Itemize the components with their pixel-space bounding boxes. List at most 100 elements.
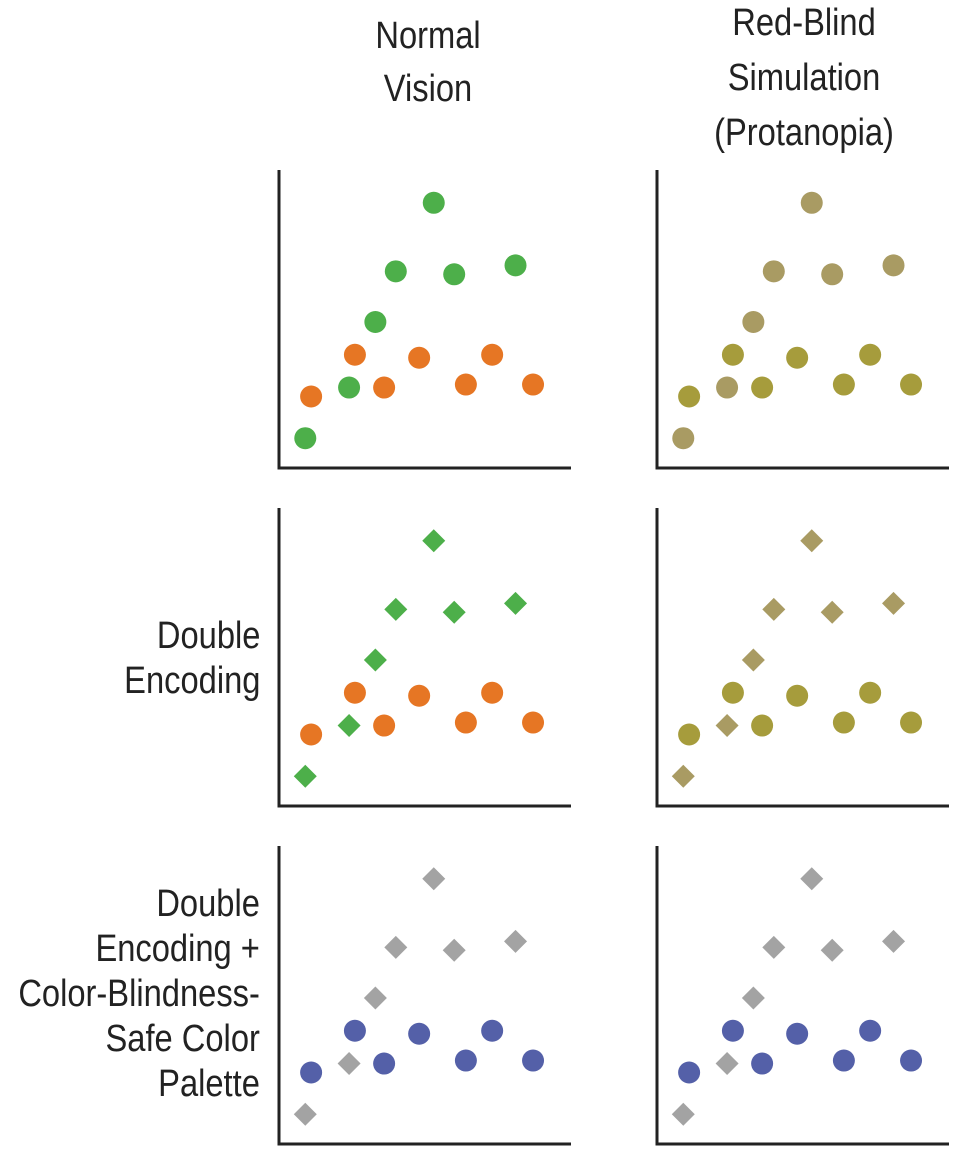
point-group-b-circle (343, 343, 366, 366)
axis-lines (655, 846, 949, 1146)
point-group-a-diamond (715, 714, 739, 738)
point-group-b-circle (373, 714, 396, 737)
scatter-panel-r2-c1 (655, 846, 949, 1146)
point-group-b-circle (408, 1022, 431, 1045)
point-group-b-circle (721, 1019, 744, 1042)
point-group-a-circle (716, 376, 739, 399)
point-group-b-circle (786, 1022, 809, 1045)
point-group-a-circle (882, 254, 905, 277)
point-group-a-circle (364, 310, 387, 333)
point-group-b-circle (859, 343, 882, 366)
row-title-double-encoding: Double Encoding (124, 614, 260, 704)
point-group-a-diamond (337, 1052, 361, 1076)
point-group-b-circle (522, 1049, 545, 1072)
point-group-b-circle (343, 681, 366, 704)
point-group-b-circle (300, 1061, 323, 1084)
point-group-a-diamond (741, 648, 765, 672)
point-group-a-circle (384, 260, 407, 283)
axis-lines (277, 170, 571, 470)
point-group-b-circle (522, 711, 545, 734)
column-title-line: Vision (383, 68, 473, 110)
column-title-red-blind-simulation: Red-Blind Simulation (Protanopia) (692, 0, 916, 161)
point-group-b-circle (408, 684, 431, 707)
row-title-line: Encoding (123, 660, 260, 702)
point-group-a-diamond (741, 986, 765, 1010)
point-group-a-diamond (442, 600, 466, 624)
point-group-a-diamond (504, 929, 528, 953)
axis-lines (655, 508, 949, 808)
point-group-b-circle (454, 711, 477, 734)
point-group-a-circle (742, 310, 765, 333)
point-group-a-diamond (363, 648, 387, 672)
scatter-panel-r0-c1 (655, 170, 949, 470)
point-group-b-circle (678, 385, 701, 408)
point-group-a-diamond (820, 938, 844, 962)
column-title-line: Normal (375, 15, 481, 57)
scatter-panel-r2-c0 (277, 846, 571, 1146)
point-group-a-circle (504, 254, 527, 277)
point-group-b-circle (481, 681, 504, 704)
scatter-panel-r1-c1 (655, 508, 949, 808)
point-group-b-circle (786, 346, 809, 369)
point-group-b-circle (786, 684, 809, 707)
point-group-a-circle (338, 376, 361, 399)
point-group-a-diamond (384, 935, 408, 959)
point-group-b-circle (832, 373, 855, 396)
point-group-b-circle (832, 711, 855, 734)
column-title-normal-vision: Normal Vision (342, 10, 514, 116)
row-title-double-encoding-safe-palette: Double Encoding + Color-Blindness- Safe … (18, 882, 260, 1107)
point-group-b-circle (900, 711, 923, 734)
point-group-a-diamond (422, 867, 446, 891)
point-group-b-circle (373, 376, 396, 399)
point-group-a-circle (762, 260, 785, 283)
point-group-b-circle (678, 723, 701, 746)
point-group-a-circle (672, 427, 695, 450)
point-group-a-diamond (800, 529, 824, 553)
point-group-b-circle (454, 373, 477, 396)
column-title-line: (Protanopia) (714, 112, 894, 154)
point-group-a-diamond (337, 714, 361, 738)
row-title-line: Double (156, 883, 260, 925)
point-group-b-circle (751, 1052, 774, 1075)
row-title-line: Encoding + (95, 928, 260, 970)
point-group-b-circle (721, 343, 744, 366)
point-group-b-circle (751, 376, 774, 399)
scatter-panel-r0-c0 (277, 170, 571, 470)
axis-lines (277, 508, 571, 808)
row-title-line: Safe Color (105, 1018, 260, 1060)
point-group-b-circle (481, 1019, 504, 1042)
point-group-a-circle (800, 191, 823, 214)
point-group-b-circle (859, 681, 882, 704)
point-group-b-circle (900, 1049, 923, 1072)
point-group-b-circle (859, 1019, 882, 1042)
point-group-a-diamond (293, 1102, 317, 1126)
point-group-b-circle (721, 681, 744, 704)
point-group-a-diamond (442, 938, 466, 962)
point-group-a-diamond (762, 597, 786, 621)
point-group-b-circle (454, 1049, 477, 1072)
point-group-a-diamond (671, 1102, 695, 1126)
point-group-b-circle (300, 385, 323, 408)
point-group-b-circle (900, 373, 923, 396)
point-group-b-circle (481, 343, 504, 366)
column-title-line: Simulation (727, 57, 881, 99)
row-title-line: Double (156, 615, 260, 657)
point-group-a-diamond (384, 597, 408, 621)
point-group-b-circle (832, 1049, 855, 1072)
point-group-b-circle (300, 723, 323, 746)
column-title-line: Red-Blind (732, 2, 876, 44)
point-group-a-diamond (715, 1052, 739, 1076)
point-group-a-diamond (363, 986, 387, 1010)
point-group-a-diamond (293, 764, 317, 788)
point-group-a-circle (821, 263, 844, 286)
row-title-line: Palette (158, 1063, 260, 1105)
point-group-b-circle (343, 1019, 366, 1042)
point-group-a-circle (422, 191, 445, 214)
point-group-b-circle (678, 1061, 701, 1084)
point-group-a-diamond (882, 929, 906, 953)
scatter-panel-r1-c0 (277, 508, 571, 808)
axis-lines (277, 846, 571, 1146)
point-group-a-circle (294, 427, 317, 450)
point-group-a-diamond (820, 600, 844, 624)
